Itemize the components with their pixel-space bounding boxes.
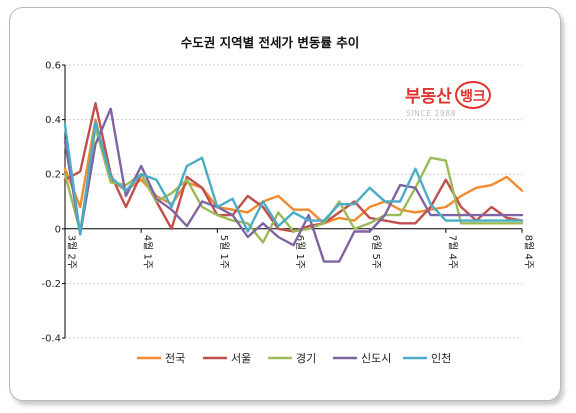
logo-badge-ring [455,81,491,109]
legend-label: 신도시 [361,352,391,365]
series-line [63,107,524,263]
legend-item: 경기 [268,352,316,365]
y-tick-label: 0.6 [45,61,61,72]
y-tick-label: 0.4 [45,115,61,126]
x-tick-label: 8월 4주 [523,235,535,269]
x-tick-label: 7월 4주 [446,235,458,269]
legend-label: 경기 [296,352,316,365]
legend-item: 서울 [203,352,251,365]
legend-label: 인천 [431,351,451,365]
series-line [63,118,524,225]
x-tick-label: 6월 5주 [370,235,382,269]
chart-title: 수도권 지역별 전세가 변동률 추이 [181,35,359,50]
x-tick-label: 3월 2주 [66,235,78,269]
x-tick-label: 4월 1주 [142,235,154,269]
series-line [63,121,524,236]
logo-word: 부동산 [405,87,452,107]
legend-item: 신도시 [333,352,391,365]
logo: 부동산 뱅크 SINCE 1988 [405,81,491,118]
chart-card [9,7,561,401]
legend-label: 서울 [231,352,251,365]
x-tick-label: 6월 1주 [294,235,306,269]
x-tick-label: 5월 1주 [218,235,230,269]
y-tick-label: 0.2 [45,170,61,181]
y-tick-label: 0 [55,224,61,235]
legend-item: 인천 [403,351,451,365]
logo-badge: 뱅크 [460,89,486,105]
legend-item: 전국 [137,352,185,365]
legend-label: 전국 [165,352,185,365]
y-tick-label: -0.4 [41,334,61,345]
logo-since: SINCE 1988 [406,109,456,118]
y-tick-label: -0.2 [41,279,61,290]
